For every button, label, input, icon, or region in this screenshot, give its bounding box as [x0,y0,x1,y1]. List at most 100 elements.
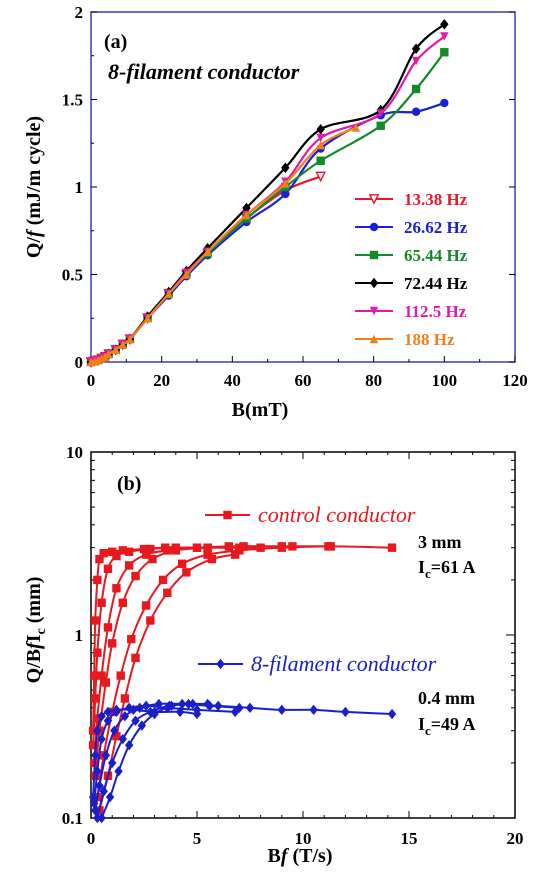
panel-a-series [85,19,449,368]
legend-marker [369,334,379,344]
series-13-38-hz [85,171,326,368]
legend-label: 65.44 Hz [404,246,468,265]
legend-entry: 72.44 Hz [355,274,468,293]
y-tick-label: 10 [66,443,83,462]
data-point [192,704,202,716]
data-point [171,546,180,555]
data-point [230,706,240,718]
legend-label: 8-filament conductor [251,651,437,676]
data-point [108,707,117,717]
x-tick-label: 10 [295,829,312,848]
data-point [91,694,100,703]
data-point [411,56,421,66]
data-point [158,575,168,585]
data-point [91,771,100,781]
x-tick-label: 5 [193,829,202,848]
data-point [163,546,172,555]
data-point [135,702,144,714]
data-point [97,710,106,722]
data-point [281,189,290,199]
legend-entry: 13.38 Hz [355,190,468,209]
panel-a-subtitle: 8-filament conductor [108,59,300,84]
data-point [154,698,164,710]
data-point [131,715,140,726]
data-point [141,550,151,559]
data-point [214,700,223,712]
data-point [112,551,121,561]
series-line [90,175,322,364]
data-point [387,543,397,552]
data-point [182,270,191,279]
data-point [316,133,325,143]
panel-b-annotations: 3 mm Ic=61 A 0.4 mm Ic=49 A [418,532,476,738]
data-point [127,634,136,644]
legend-marker [216,658,225,670]
legend-marker [369,277,379,289]
data-point [277,704,286,716]
data-point [118,340,127,349]
data-point [177,559,187,568]
y-tick-label: 1 [75,178,84,197]
data-point [104,349,113,359]
data-point [108,757,117,769]
panel-b-legend: control conductor 8-filament conductor [198,502,437,676]
data-point [118,733,127,745]
data-point [309,704,318,716]
data-point [93,714,102,723]
x-tick-label: 100 [432,371,458,390]
data-point [387,708,397,720]
data-point [235,546,244,555]
y-tick-label: 1 [75,626,84,645]
data-point [108,639,117,648]
legend-label: 188 Hz [404,330,455,349]
data-point [124,561,134,570]
x-tick-label: 80 [365,371,382,390]
data-point [316,156,325,165]
data-point [164,289,173,298]
panel-b-ylabel: Q/BfIc (mm) [23,577,49,684]
series-curve [94,702,240,811]
panel-b-label: (b) [117,473,141,495]
data-point [207,554,217,564]
y-tick-label: 0.1 [62,809,83,828]
data-point [118,598,127,607]
data-point [341,706,350,718]
data-point [120,694,130,703]
legend-label: control conductor [258,502,416,527]
data-point [93,648,102,657]
data-point [315,171,326,183]
data-point [103,706,113,718]
panel-b-ticks: 0 5 10 15 20 0.1 1 10 [62,443,524,848]
panel-a-ylabel: Q/f (mJ/m cycle) [23,116,45,258]
data-point [91,805,100,816]
data-point [316,140,325,150]
data-point [93,575,102,585]
legend-marker [369,306,379,316]
data-point [316,124,325,135]
panel-a-legend: 13.38 Hz 26.62 Hz 65.44 Hz 72.44 Hz 112.5 Hz… [355,190,468,349]
data-point [411,43,421,54]
data-point [203,550,212,559]
legend-marker [369,250,379,260]
data-point [351,123,361,132]
data-point [242,202,251,214]
data-point [150,708,159,720]
data-point [440,32,449,41]
data-point [131,571,140,581]
data-point [91,616,100,625]
panel-b-xlabel: Bf (T/s) [267,845,332,867]
data-point [184,698,193,710]
x-tick-label: 40 [224,371,241,390]
data-point [120,710,130,722]
x-tick-label: 0 [87,371,96,390]
data-point [256,543,265,552]
data-point [112,584,121,593]
data-point [99,786,108,797]
series-curve [93,704,236,804]
data-point [376,109,385,118]
data-point [281,162,290,173]
data-point [146,616,155,625]
data-point [99,548,108,558]
legend-entry: 65.44 Hz [355,246,468,265]
legend-label: 26.62 Hz [404,218,468,237]
